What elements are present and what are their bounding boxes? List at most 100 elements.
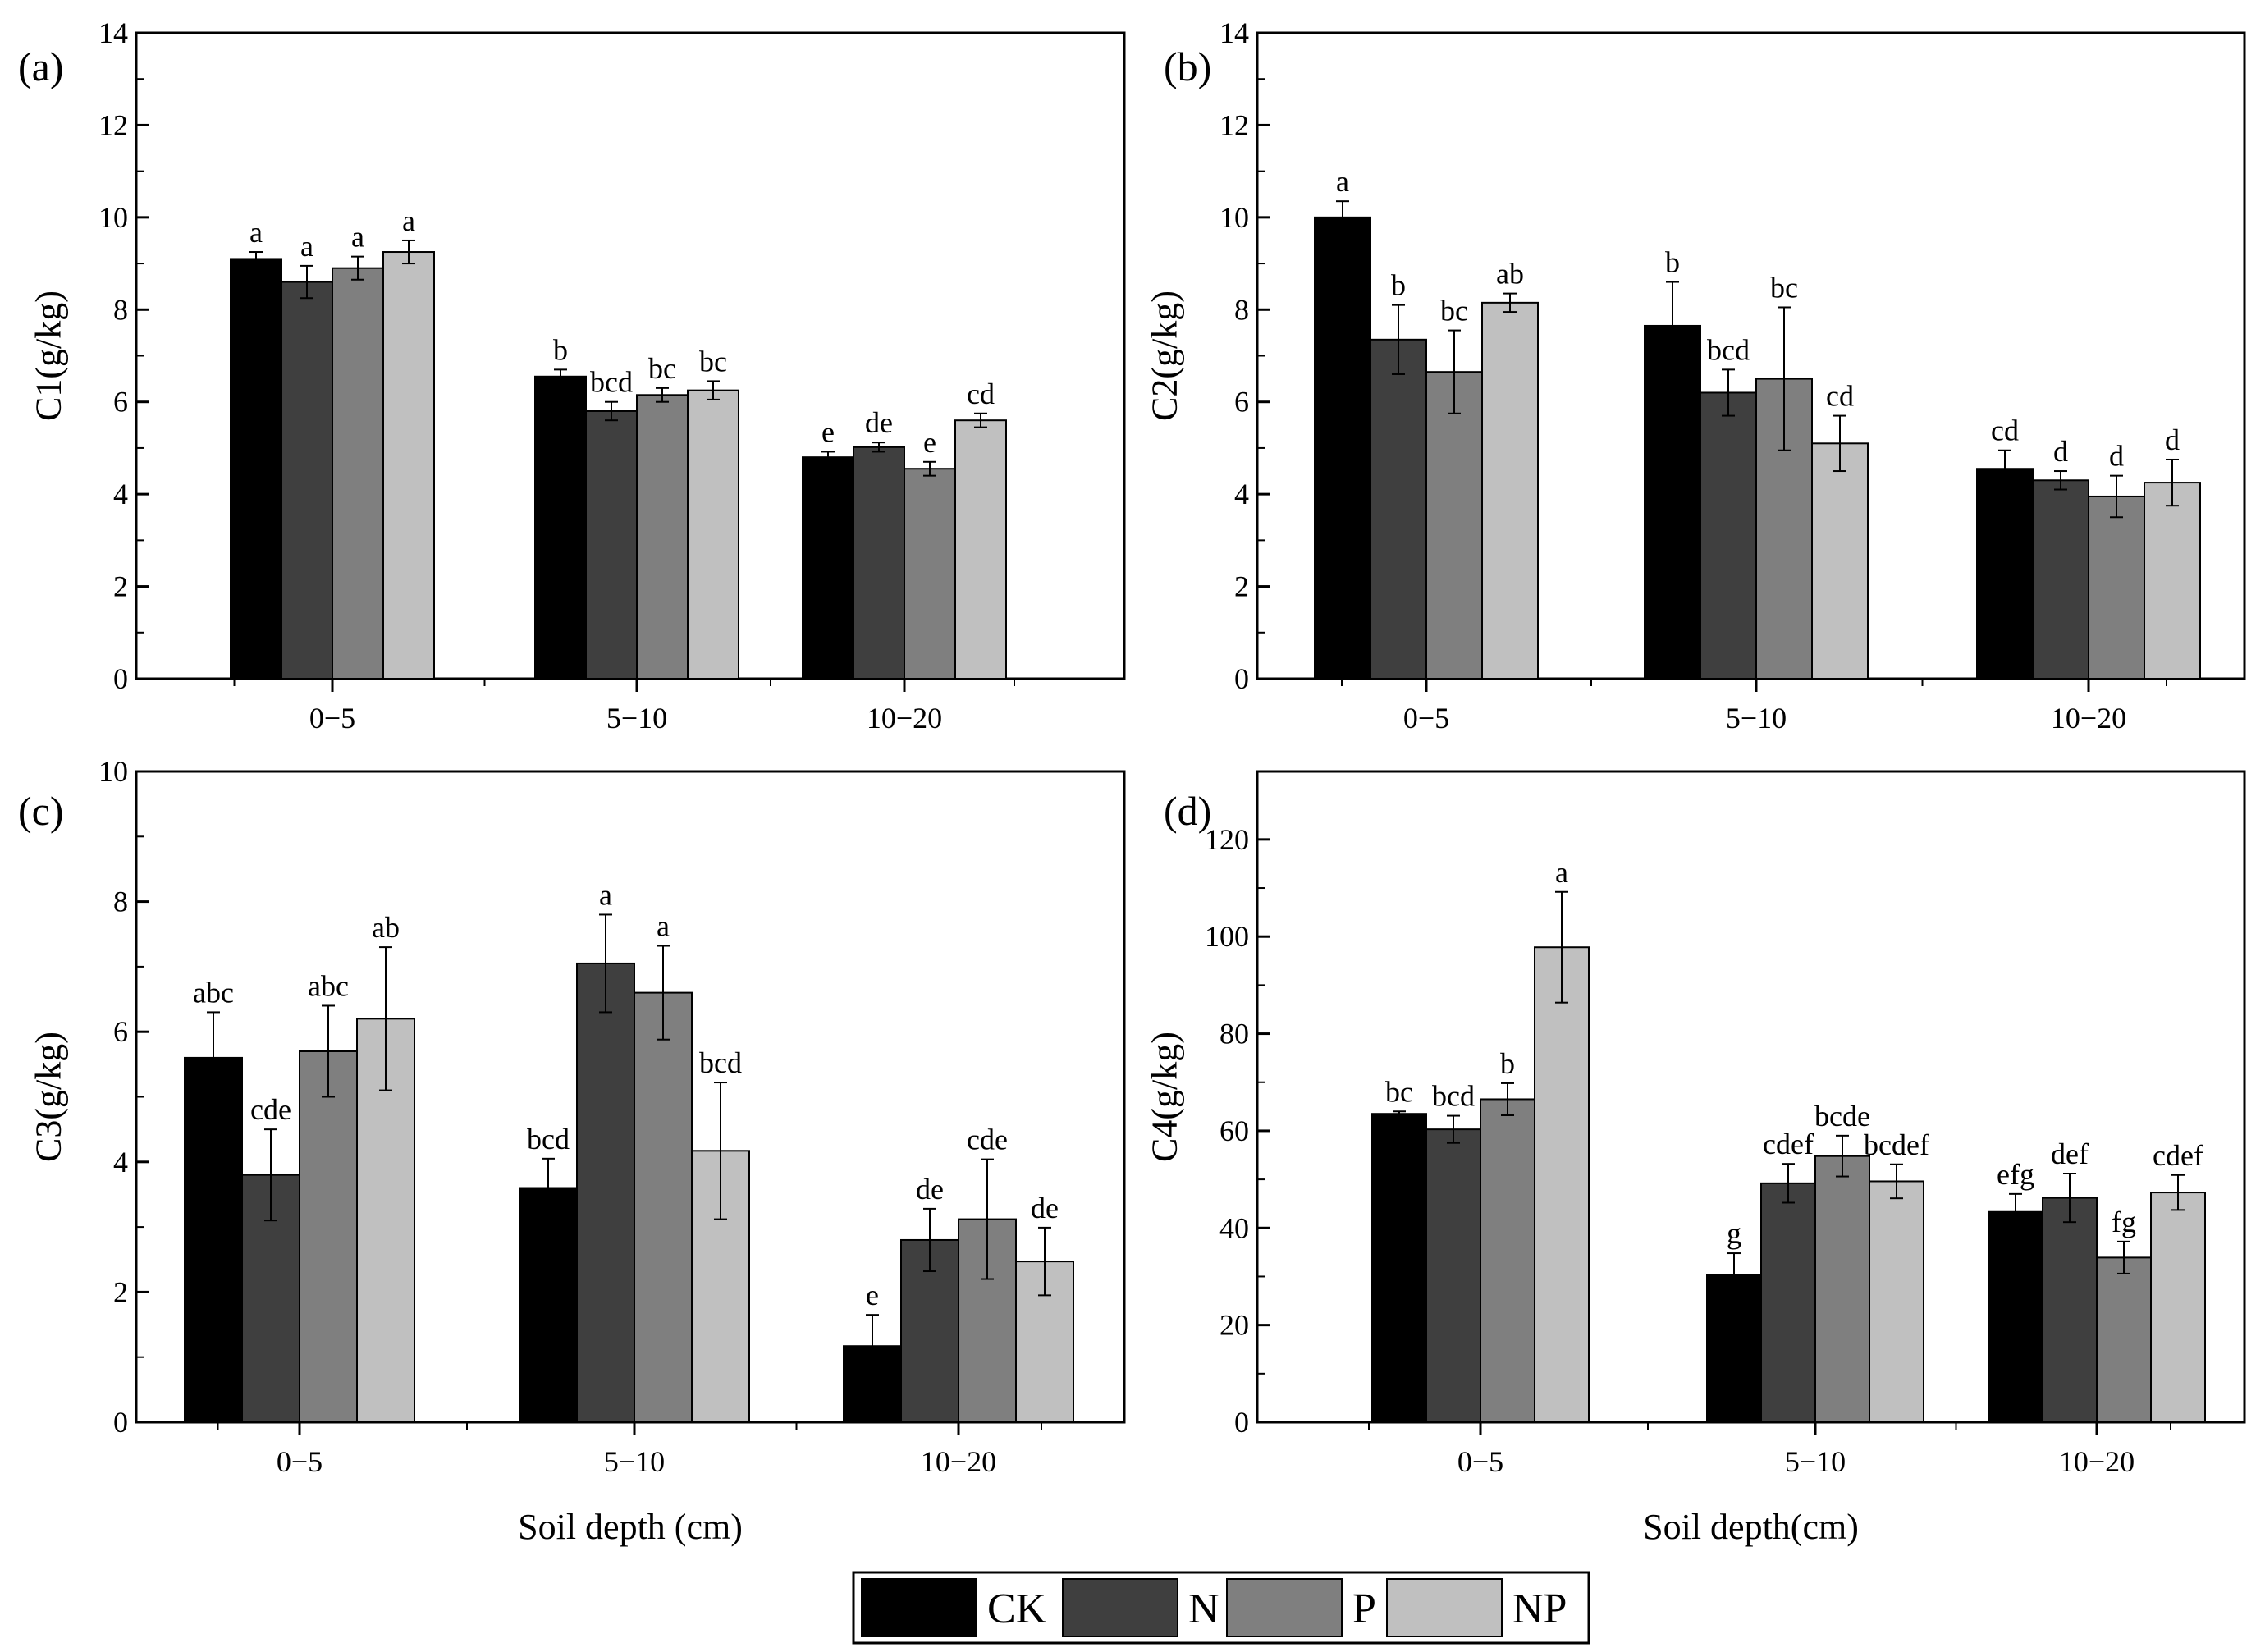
panel-a: 0 2 4 6 8 10 12 14 0−5 5−10 10−20 a b e a bcd de a bc e a bc c… <box>18 16 1126 734</box>
panel-a-bar-n <box>585 410 638 680</box>
panel-b-ytick-label: 14 <box>1219 16 1249 49</box>
legend-swatch-n <box>1062 1578 1178 1637</box>
panel-d-ytick-label: 120 <box>1205 823 1249 856</box>
panel-c-significance-label: a <box>599 878 612 911</box>
panel-b-significance-label: cd <box>1991 414 2019 447</box>
panel-d-label: (d) <box>1164 788 1211 834</box>
panel-b-ytick-label: 10 <box>1219 201 1249 234</box>
panel-b-ytick-label: 4 <box>1234 478 1249 510</box>
panel-c-ytick-label: 8 <box>113 885 128 918</box>
panel-c-ytick-label: 0 <box>113 1406 128 1439</box>
panel-a-significance-label: a <box>300 230 313 263</box>
panel-c-significance-label: ab <box>372 911 400 944</box>
legend-entry-ck: CK <box>861 1578 1047 1637</box>
panel-b-bar-np <box>2144 482 2201 680</box>
panel-b-ytick-label: 2 <box>1234 570 1249 603</box>
panel-a-bar-np <box>687 389 739 680</box>
panel-b-bar-ck <box>1976 468 2034 680</box>
panel-a-significance-label: cd <box>967 378 995 410</box>
panel-d-ylabel: C4(g/kg) <box>1144 1032 1184 1162</box>
panel-b-significance-label: bc <box>1440 295 1468 327</box>
panel-d-bar-p <box>1480 1098 1535 1424</box>
panel-a-bar-ck <box>802 456 854 680</box>
panel-b-bar-p <box>2088 495 2145 680</box>
panel-c-xtick-label: 10−20 <box>921 1445 996 1478</box>
panel-c-ytick-label: 4 <box>113 1146 128 1178</box>
panel-b-label: (b) <box>1164 43 1211 89</box>
panel-a-bar-p <box>904 468 956 680</box>
panel-c-ytick-label: 6 <box>113 1015 128 1048</box>
panel-d-significance-label: bcd <box>1432 1080 1475 1113</box>
panel-c-xlabel: Soil depth (cm) <box>518 1507 743 1547</box>
panel-d: 0 20 40 60 80 100 120 0−5 5−10 10−20 bc g efg bcd cdef… <box>1144 770 2246 1547</box>
panel-d-bar-n <box>1760 1182 1816 1423</box>
panel-c-significance-label: de <box>1031 1192 1059 1224</box>
panel-c-significance-label: bcd <box>527 1123 570 1155</box>
panel-d-significance-label: a <box>1555 856 1568 889</box>
panel-d-bar-np <box>1869 1180 1924 1424</box>
panel-c-significance-label: cde <box>967 1123 1008 1156</box>
panel-b-xtick-label: 0−5 <box>1403 702 1449 734</box>
panel-b-significance-label: bc <box>1770 271 1798 304</box>
panel-a-significance-label: de <box>865 406 893 439</box>
panel-d-bar-ck <box>1988 1210 2043 1424</box>
panel-b-significance-label: b <box>1391 269 1406 302</box>
panel-a-bar-ck <box>230 258 282 680</box>
panel-d-significance-label: b <box>1500 1047 1515 1080</box>
legend-label-ck: CK <box>987 1586 1047 1632</box>
panel-b-significance-label: cd <box>1826 380 1854 413</box>
panel-d-ytick-label: 60 <box>1219 1114 1249 1147</box>
panel-d-significance-label: efg <box>1997 1158 2034 1191</box>
panel-a-xtick-label: 0−5 <box>309 702 355 734</box>
panel-a-ytick-label: 14 <box>98 16 128 49</box>
panel-c-bar-ck <box>519 1187 578 1424</box>
panel-a-significance-label: bcd <box>590 366 633 399</box>
panel-a-ytick-label: 12 <box>98 108 128 141</box>
panel-c-ytick-label: 10 <box>98 755 128 788</box>
panel-d-significance-label: def <box>2051 1137 2089 1170</box>
panel-b-bar-n <box>1370 338 1427 680</box>
panel-c-bar-p <box>299 1050 358 1423</box>
panel-b-bar-n <box>2032 479 2089 680</box>
panel-a-xtick-label: 10−20 <box>867 702 942 734</box>
panel-d-significance-label: bcde <box>1814 1100 1870 1133</box>
panel-b-significance-label: d <box>2053 435 2068 468</box>
panel-c-xtick-label: 5−10 <box>604 1445 665 1478</box>
panel-a-bar-ck <box>534 375 587 680</box>
panel-d-significance-label: bc <box>1385 1075 1413 1108</box>
panel-d-xlabel: Soil depth(cm) <box>1643 1507 1859 1547</box>
panel-a-bar-np <box>382 251 435 680</box>
panel-d-bar-np <box>1534 946 1590 1424</box>
panel-a-xtick-label: 5−10 <box>606 702 667 734</box>
panel-d-ytick-label: 40 <box>1219 1211 1249 1244</box>
panel-a-ytick-label: 4 <box>113 478 128 510</box>
legend-entry-n: N <box>1062 1578 1219 1637</box>
panel-b-ytick-label: 0 <box>1234 662 1249 695</box>
panel-a-significance-label: e <box>923 426 936 459</box>
panel-b-ytick-label: 6 <box>1234 386 1249 419</box>
panel-b-significance-label: bcd <box>1707 333 1750 366</box>
panel-a-significance-label: e <box>821 415 835 448</box>
panel-d-bar-n <box>1425 1128 1481 1424</box>
legend-label-n: N <box>1188 1586 1219 1632</box>
panel-d-bar-n <box>2042 1197 2098 1423</box>
panel-b-bar-p <box>1425 371 1483 680</box>
panel-b-bar-ck <box>1644 324 1701 680</box>
panel-a-label: (a) <box>18 43 64 89</box>
panel-a-significance-label: b <box>553 333 568 366</box>
panel-a-significance-label: a <box>402 204 415 237</box>
panel-b-xtick-label: 10−20 <box>2051 702 2126 734</box>
panel-a-ytick-label: 0 <box>113 662 128 695</box>
panel-b-bar-np <box>1811 442 1869 680</box>
panel-b-significance-label: d <box>2165 423 2180 456</box>
panel-b-ytick-label: 8 <box>1234 293 1249 326</box>
panel-d-ytick-label: 80 <box>1219 1018 1249 1050</box>
legend-entry-p: P <box>1226 1578 1376 1637</box>
panel-d-significance-label: bcdef <box>1864 1128 1929 1161</box>
panel-d-xtick-label: 5−10 <box>1785 1445 1846 1478</box>
panel-d-significance-label: g <box>1727 1217 1741 1250</box>
legend-swatch-ck <box>861 1578 977 1637</box>
panel-a-significance-label: a <box>249 216 263 249</box>
